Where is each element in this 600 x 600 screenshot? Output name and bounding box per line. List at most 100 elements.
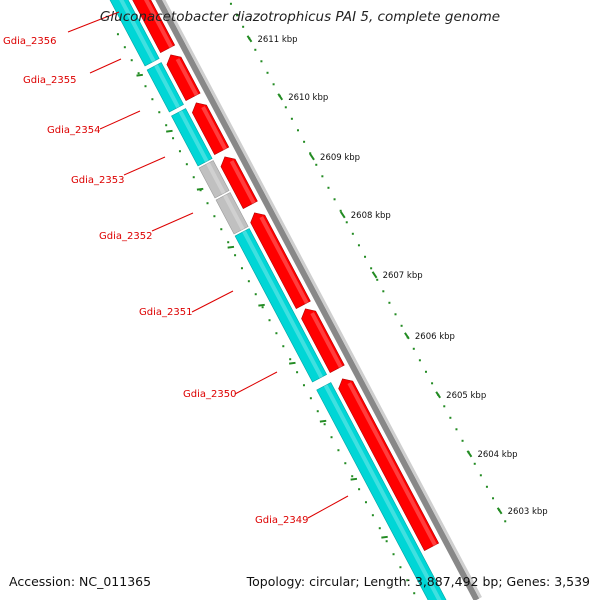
gene-label: Gdia_2350	[183, 389, 236, 400]
inner-dot	[213, 215, 216, 218]
outer-dot	[303, 140, 306, 143]
outer-dot	[272, 83, 275, 86]
scale-label: 2610 kbp	[288, 93, 328, 103]
scale-dash	[466, 450, 473, 458]
inner-dot	[378, 527, 381, 530]
outer-dot	[351, 232, 354, 235]
inner-dot	[364, 501, 367, 504]
genome-backbone	[155, 0, 482, 600]
gene-block-shine	[323, 384, 442, 600]
outer-dot	[370, 267, 373, 270]
outer-dot	[504, 520, 507, 523]
outer-dot	[394, 313, 397, 316]
reverse-gene-block	[316, 382, 447, 600]
reverse-gene-block	[109, 0, 160, 67]
gene-leader-line	[307, 495, 349, 519]
forward-gene-shine	[229, 160, 256, 204]
outer-dot	[345, 221, 348, 224]
inner-tick	[196, 187, 204, 191]
gene-label: Gdia_2353	[71, 175, 124, 186]
scale-dash	[277, 93, 284, 101]
inner-dot	[330, 436, 333, 439]
inner-dot	[172, 137, 175, 140]
gene-leader-line	[234, 371, 278, 395]
inner-dot	[261, 306, 264, 309]
inner-dot	[399, 566, 402, 569]
outer-dot	[260, 60, 263, 63]
inner-dot	[351, 475, 354, 478]
forward-gene-shine	[259, 216, 309, 304]
inner-dot	[165, 124, 168, 127]
scale-label: 2608 kbp	[351, 211, 391, 221]
gene-block-shine	[242, 230, 324, 379]
forward-strand-track	[132, 0, 440, 552]
other-gene-block	[198, 160, 230, 199]
inner-dot	[254, 293, 257, 296]
gene-labels: Gdia_2356 Gdia_2355 Gdia_2354 Gdia_2353 Gdia…	[3, 11, 349, 526]
scale-label: 2606 kbp	[415, 332, 455, 342]
scale-label: 2603 kbp	[508, 507, 548, 517]
inner-tick	[350, 477, 358, 481]
inner-tick	[258, 303, 265, 307]
scale-label: 2605 kbp	[446, 391, 486, 401]
scale-labels: 2611 kbp 2610 kbp 2609 kbp 2608 kbp 2607 kbp…	[246, 35, 548, 517]
scale-dash	[339, 211, 346, 219]
inner-dot	[413, 592, 416, 595]
scale-dash	[246, 35, 253, 43]
outer-dot	[473, 462, 476, 465]
scale-label: 2611 kbp	[257, 35, 297, 45]
inner-dot	[302, 384, 305, 387]
gene-leader-line	[151, 212, 194, 232]
outer-dot	[424, 370, 427, 373]
inner-dot	[309, 397, 312, 400]
gene-leader-line	[123, 156, 166, 176]
inner-dot	[344, 462, 347, 465]
scale-dash	[435, 391, 442, 399]
inner-dot	[130, 59, 133, 62]
reverse-gene-block	[146, 62, 184, 113]
outer-dot	[339, 209, 342, 212]
outer-dot	[455, 428, 458, 431]
gene-block-shine	[154, 64, 180, 109]
inner-dot	[234, 254, 237, 257]
outer-dot	[266, 71, 269, 74]
backbone-outer	[155, 0, 480, 600]
scale-ticks	[136, 73, 388, 539]
outer-dot	[412, 347, 415, 350]
outer-dot	[400, 324, 403, 327]
gene-label: Gdia_2355	[23, 75, 76, 86]
gene-label: Gdia_2354	[47, 125, 100, 136]
inner-dot	[385, 540, 388, 543]
map-title: Gluconacetobacter diazotrophicus PAI 5, …	[99, 9, 501, 25]
inner-tick	[289, 361, 296, 365]
gene-block-shine	[119, 0, 156, 63]
scale-label: 2604 kbp	[477, 450, 517, 460]
inner-dot	[358, 488, 361, 491]
gene-leader-line	[99, 110, 141, 130]
scale-label: 2607 kbp	[383, 271, 423, 281]
inner-dot	[199, 189, 202, 192]
inner-dot	[337, 449, 340, 452]
inner-dot	[220, 228, 223, 231]
outer-dot	[364, 255, 367, 258]
reverse-gene-block	[171, 108, 213, 167]
gene-label: Gdia_2349	[255, 515, 308, 526]
scale-label: 2609 kbp	[320, 153, 360, 163]
inner-dot	[240, 267, 243, 270]
outer-dot	[296, 129, 299, 132]
other-gene-block	[215, 192, 249, 235]
accession-text: Accession: NC_011365	[9, 574, 152, 589]
forward-gene-shine	[310, 312, 343, 368]
inner-dot	[371, 514, 374, 517]
inner-dot	[137, 72, 140, 75]
inner-dot	[323, 423, 326, 426]
inner-dot	[296, 371, 299, 374]
outer-dot	[431, 382, 434, 385]
inner-tick	[227, 245, 235, 249]
forward-gene-shine	[347, 382, 437, 546]
outer-dot	[236, 14, 239, 17]
outer-dot	[418, 359, 421, 362]
backbone-highlight	[162, 0, 482, 599]
scale-dash	[496, 507, 503, 515]
outer-dot	[309, 152, 312, 155]
